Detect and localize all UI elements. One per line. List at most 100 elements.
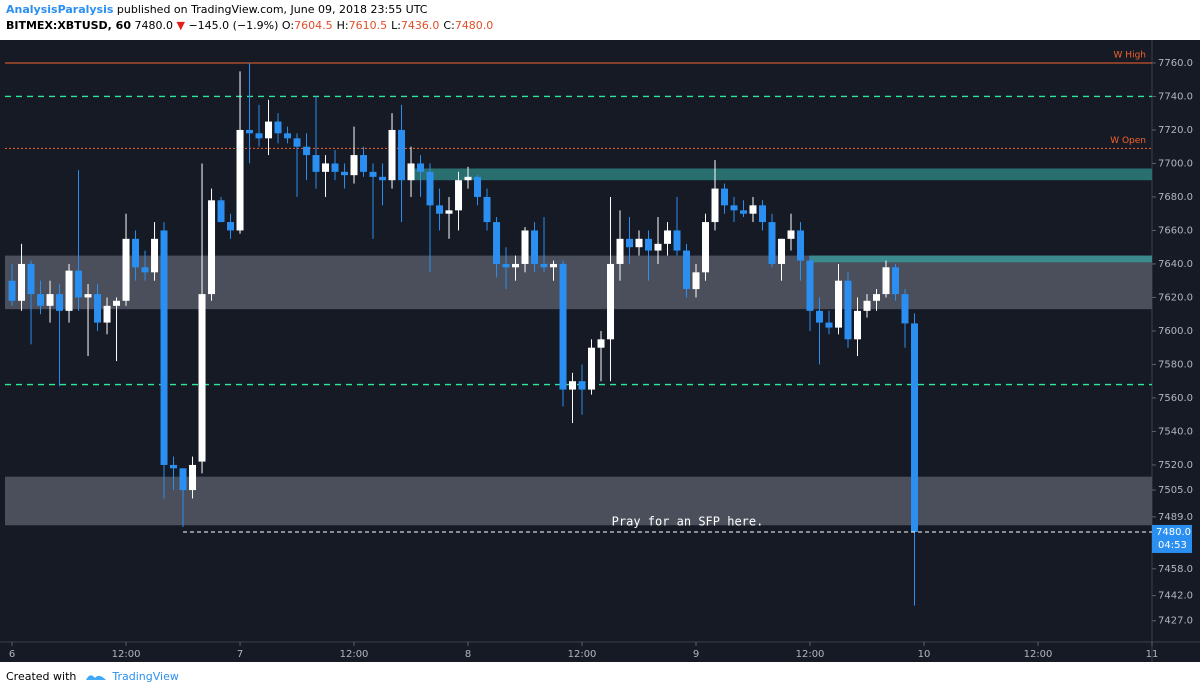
candle-body <box>103 305 111 323</box>
candle-body <box>75 270 83 298</box>
y-tick-label: 7660.0 <box>1158 225 1193 236</box>
ohlc: O:7604.5 H:7610.5 L:7436.0 C:7480.0 <box>282 19 497 32</box>
candle-body <box>170 464 178 469</box>
plot-bg <box>0 40 1200 662</box>
candle-body <box>616 238 624 264</box>
candle-body <box>692 272 700 290</box>
candle-body <box>160 230 168 465</box>
y-tick-label: 7600.0 <box>1158 326 1193 337</box>
symbol: BITMEX:XBTUSD, 60 <box>6 19 131 32</box>
candle-body <box>873 294 881 301</box>
candle-body <box>645 238 653 251</box>
x-tick-label: 12:00 <box>340 649 369 660</box>
candle-body <box>94 294 102 323</box>
candle-body <box>797 230 805 261</box>
y-tick-label: 7720.0 <box>1158 125 1193 136</box>
candle-body <box>759 205 767 223</box>
candle-body <box>246 129 254 134</box>
candle-body <box>749 205 757 214</box>
y-tick-label: 7640.0 <box>1158 259 1193 270</box>
x-tick-label: 8 <box>465 649 471 660</box>
candle-body <box>626 238 634 248</box>
candle-body <box>854 310 862 340</box>
candle-body <box>37 294 45 306</box>
candle-body <box>208 200 216 295</box>
candle-body <box>141 267 149 273</box>
candle-body <box>559 263 567 390</box>
author: AnalysisParalysis <box>6 3 114 16</box>
y-tick-label: 7700.0 <box>1158 158 1193 169</box>
candle-body <box>455 180 463 211</box>
candle-body <box>835 280 843 328</box>
candle-body <box>721 188 729 206</box>
candle-body <box>407 163 415 181</box>
level-label: W High <box>1114 50 1146 60</box>
x-tick-label: 7 <box>237 649 243 660</box>
candle-body <box>227 222 235 231</box>
candle-body <box>151 238 159 273</box>
candle-body <box>474 176 482 197</box>
candle-body <box>27 263 35 295</box>
change: −145.0 (−1.9%) <box>188 19 279 32</box>
candle-body <box>825 322 833 328</box>
ohlc-label: H: <box>336 19 349 32</box>
candle-body <box>787 230 795 239</box>
candle-body <box>341 171 349 176</box>
candle-body <box>911 323 919 532</box>
candle-body <box>597 339 605 348</box>
zone <box>5 255 1152 310</box>
candle-body <box>56 294 64 311</box>
ohlc-value: 7604.5 <box>294 19 333 32</box>
candle-body <box>18 263 26 301</box>
ohlc-label: O: <box>281 19 295 32</box>
y-tick-label: 7760.0 <box>1158 58 1193 69</box>
candle-body <box>369 171 377 177</box>
candle-body <box>274 121 282 134</box>
candle-body <box>607 263 615 340</box>
candle-body <box>179 468 187 491</box>
last: 7480.0 <box>134 19 174 32</box>
candle-body <box>635 238 643 248</box>
zone <box>5 476 1152 526</box>
y-tick-label: 7540.0 <box>1158 426 1193 437</box>
candle-body <box>312 155 320 172</box>
candle-body <box>426 171 434 206</box>
candle-body <box>303 146 311 156</box>
candle-body <box>540 263 548 268</box>
y-tick-label: 7680.0 <box>1158 192 1193 203</box>
candle-body <box>436 205 444 214</box>
annotation-text: Pray for an SFP here. <box>612 514 764 528</box>
last-price-timer: 04:53 <box>1158 540 1187 551</box>
ohlc-label: C: <box>443 19 455 32</box>
candle-body <box>664 230 672 244</box>
candle-body <box>531 230 539 264</box>
footer: Created with TradingView <box>0 662 1200 691</box>
candle-body <box>816 310 824 323</box>
candle-body <box>398 129 406 181</box>
candle-body <box>445 210 453 214</box>
candle-body <box>379 176 387 181</box>
y-tick-label: 7458.0 <box>1158 564 1193 575</box>
brand: TradingView <box>112 670 179 683</box>
ohlc-value: 7436.0 <box>400 19 440 32</box>
x-tick-label: 12:00 <box>1024 649 1053 660</box>
ohlc-label: L: <box>391 19 401 32</box>
candle-body <box>284 133 292 139</box>
x-tick-label: 10 <box>918 649 931 660</box>
symbol-line: BITMEX:XBTUSD, 60 7480.0 ▼ −145.0 (−1.9%… <box>6 18 1200 34</box>
published: published on TradingView.com, June 09, 2… <box>116 3 428 16</box>
zone <box>411 168 1152 181</box>
y-tick-label: 7505.0 <box>1158 485 1193 496</box>
y-tick-label: 7520.0 <box>1158 460 1193 471</box>
candle-body <box>236 129 244 231</box>
candle-body <box>350 155 358 176</box>
candle-body <box>578 381 586 390</box>
candle-body <box>84 294 92 298</box>
candle-body <box>702 222 710 273</box>
candle-body <box>65 270 73 311</box>
candle-body <box>113 300 121 306</box>
y-tick-label: 7620.0 <box>1158 292 1193 303</box>
candle-body <box>189 464 197 491</box>
candle-body <box>844 280 852 340</box>
